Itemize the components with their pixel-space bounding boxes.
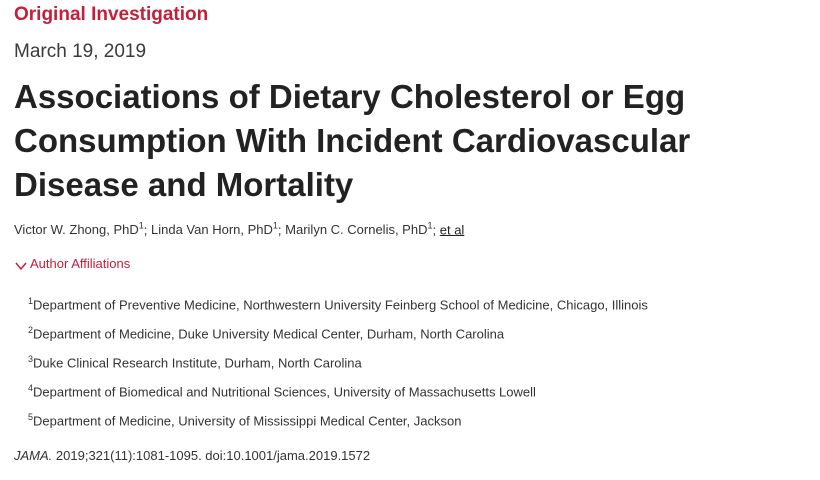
citation-details: 2019;321(11):1081-1095. doi: [52, 448, 227, 463]
publication-date: March 19, 2019 [14, 41, 147, 62]
author-1-affiliation-ref: 1 [272, 221, 278, 231]
affiliation-item: 5Department of Medicine, University of M… [28, 412, 462, 429]
author-0-affiliation-ref: 1 [138, 221, 144, 231]
author-affiliations-label: Author Affiliations [30, 256, 131, 271]
author-affiliations-toggle[interactable]: Author Affiliations [14, 256, 130, 271]
doi-link[interactable]: 10.1001/jama.2019.1572 [226, 448, 371, 463]
affiliations-list: 1Department of Preventive Medicine, Nort… [28, 290, 648, 435]
et-al-link[interactable]: et al [439, 222, 465, 238]
chevron-down-icon [14, 259, 28, 270]
author-0[interactable]: Victor W. Zhong, PhD1 [14, 221, 144, 238]
article-title: Associations of Dietary Cholesterol or E… [14, 78, 691, 203]
affiliation-item: 2Department of Medicine, Duke University… [28, 325, 505, 342]
article-type-label: Original Investigation [14, 4, 209, 25]
author-1[interactable]: Linda Van Horn, PhD1 [151, 221, 278, 238]
affiliation-item: 3Duke Clinical Research Institute, Durha… [28, 354, 362, 371]
author-list: Victor W. Zhong, PhD1; Linda Van Horn, P… [14, 221, 465, 238]
journal-name: JAMA. [14, 448, 53, 463]
author-2-affiliation-ref: 1 [427, 221, 433, 231]
affiliation-item: 1Department of Preventive Medicine, Nort… [28, 296, 648, 313]
affiliation-item: 4Department of Biomedical and Nutritiona… [28, 383, 536, 400]
citation-line: JAMA. 2019;321(11):1081-1095. doi:10.100… [14, 448, 370, 463]
author-2[interactable]: Marilyn C. Cornelis, PhD1 [285, 221, 433, 238]
